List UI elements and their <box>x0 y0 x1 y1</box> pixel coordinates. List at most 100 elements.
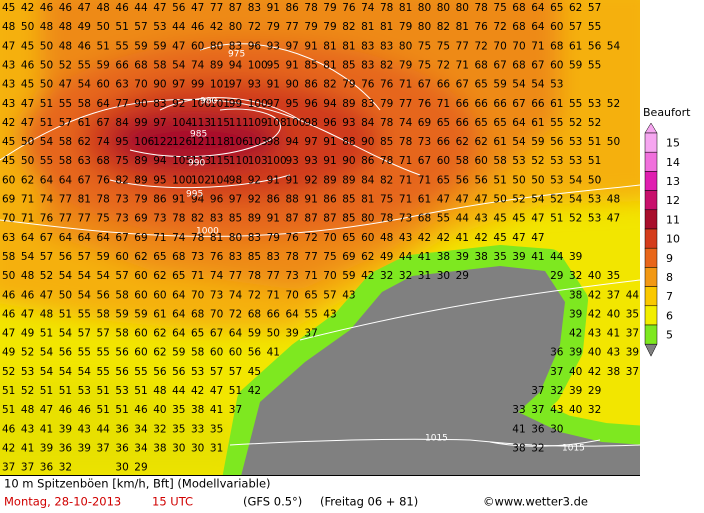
gust-value: 43 <box>342 289 355 301</box>
gust-value: 42 <box>569 328 582 340</box>
gust-value: 55 <box>78 347 91 359</box>
gust-value: 45 <box>493 232 506 244</box>
gust-value: 94 <box>323 98 337 110</box>
gust-value: 71 <box>399 79 412 91</box>
gust-value: 47 <box>21 98 34 110</box>
legend-swatch <box>644 151 658 172</box>
gust-value: 88 <box>286 194 299 206</box>
gust-value: 42 <box>588 308 601 320</box>
gust-value: 61 <box>493 136 506 148</box>
gust-value: 79 <box>380 98 393 110</box>
gust-value: 70 <box>512 40 525 52</box>
gust-value: 51 <box>40 98 53 110</box>
gust-value: 93 <box>267 40 280 52</box>
gust-value: 54 <box>78 366 92 378</box>
gust-value: 83 <box>153 98 166 110</box>
gust-value: 43 <box>2 79 15 91</box>
gust-value: 35 <box>607 270 620 282</box>
gust-value: 60 <box>97 79 110 91</box>
gust-value: 86 <box>153 194 167 206</box>
gust-value: 42 <box>588 366 601 378</box>
isobar-label: 995 <box>186 190 203 200</box>
gust-value: 82 <box>323 79 336 91</box>
gust-value: 57 <box>134 21 147 33</box>
gust-value: 83 <box>380 40 393 52</box>
gust-value: 74 <box>172 232 186 244</box>
gust-value: 53 <box>588 98 601 110</box>
gust-value: 44 <box>134 2 148 14</box>
gust-value: 53 <box>115 385 128 397</box>
gust-value: 53 <box>191 366 204 378</box>
gust-value: 71 <box>21 213 34 225</box>
gust-value: 78 <box>380 155 393 167</box>
gust-value: 49 <box>21 328 34 340</box>
gust-value: 59 <box>172 347 185 359</box>
gust-value: 77 <box>286 21 299 33</box>
gust-value: 76 <box>475 21 489 33</box>
gust-value: 32 <box>569 270 582 282</box>
isobar-label: 1015 <box>562 444 585 454</box>
gust-value: 53 <box>153 21 166 33</box>
gust-value: 38 <box>607 366 620 378</box>
gust-value: 61 <box>153 308 166 320</box>
gust-value: 60 <box>475 155 488 167</box>
gust-value: 51 <box>40 117 53 129</box>
gust-value: 65 <box>550 2 563 14</box>
gust-value: 38 <box>569 289 582 301</box>
gust-value: 30 <box>172 442 185 454</box>
gust-value: 64 <box>59 174 73 186</box>
gust-value: 62 <box>361 251 374 263</box>
gust-value: 65 <box>172 270 185 282</box>
gust-value: 42 <box>191 385 204 397</box>
gust-value: 57 <box>78 251 91 263</box>
gust-value: 51 <box>588 136 601 148</box>
gust-value: 86 <box>323 194 337 206</box>
gust-value: 77 <box>115 98 128 110</box>
gust-value: 78 <box>399 136 412 148</box>
gust-value: 56 <box>115 366 129 378</box>
gust-value: 83 <box>210 213 223 225</box>
gust-value: 62 <box>153 347 166 359</box>
gust-value: 81 <box>323 59 336 71</box>
gust-value: 56 <box>475 174 489 186</box>
gust-value: 44 <box>172 21 186 33</box>
gust-value: 96 <box>304 98 318 110</box>
gust-value: 113 <box>191 117 211 129</box>
legend: Beaufort 15 14 13 12 11 10 9 8 7 6 5 <box>643 106 691 357</box>
gust-value: 68 <box>512 59 525 71</box>
gust-value: 97 <box>267 98 280 110</box>
gust-value: 97 <box>286 40 299 52</box>
gust-value: 90 <box>361 136 374 148</box>
gust-value: 66 <box>115 59 129 71</box>
gust-value: 76 <box>361 79 375 91</box>
gust-value: 51 <box>115 21 128 33</box>
gust-value: 32 <box>399 270 412 282</box>
gust-value: 65 <box>475 79 488 91</box>
gust-value: 61 <box>550 98 563 110</box>
gust-value: 72 <box>229 308 242 320</box>
gust-value: 57 <box>59 117 72 129</box>
gust-value: 83 <box>267 251 280 263</box>
gust-value: 47 <box>78 2 91 14</box>
gust-value: 44 <box>550 251 564 263</box>
gust-value: 50 <box>2 270 15 282</box>
gust-value: 47 <box>210 385 223 397</box>
gust-value: 64 <box>172 308 186 320</box>
gust-value: 39 <box>286 328 299 340</box>
gust-value: 56 <box>550 136 564 148</box>
legend-swatch <box>644 286 658 307</box>
gust-value: 72 <box>304 232 317 244</box>
gust-value: 50 <box>21 136 34 148</box>
gust-value: 59 <box>134 40 147 52</box>
gust-value: 65 <box>304 289 317 301</box>
gust-value: 65 <box>191 328 204 340</box>
gust-value: 40 <box>153 404 166 416</box>
gust-value: 58 <box>97 308 110 320</box>
gust-value: 67 <box>512 98 525 110</box>
gust-value: 75 <box>380 194 393 206</box>
gust-value: 126 <box>172 136 192 148</box>
legend-swatch <box>644 305 658 326</box>
gust-value: 48 <box>380 232 393 244</box>
gust-value: 54 <box>569 174 583 186</box>
gust-value: 29 <box>550 270 563 282</box>
